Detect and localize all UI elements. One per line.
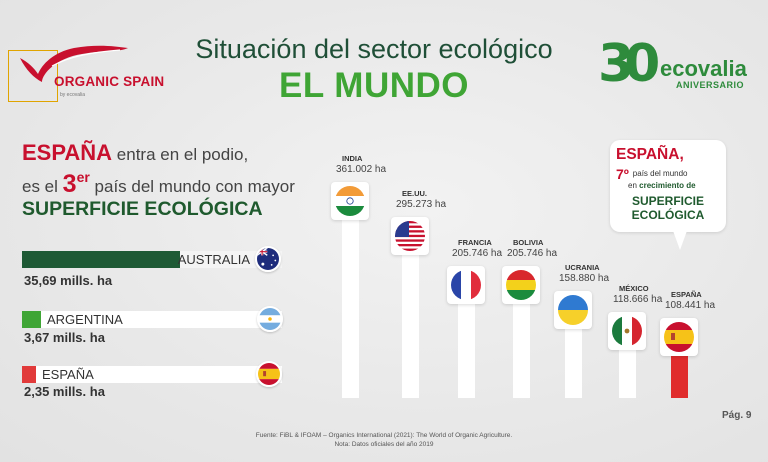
callout-rank-line: 7º país del mundo: [616, 166, 688, 182]
hbar-country-label: ARGENTINA: [47, 312, 123, 327]
anniversary-number: 30: [598, 34, 660, 94]
column-country-label: ESPAÑA: [671, 290, 702, 299]
intro-line-2-text: país del mundo con mayor: [94, 177, 295, 196]
flag-spain-icon: [660, 318, 698, 356]
hbar-value-label: 2,35 mills. ha: [24, 384, 105, 399]
hbar-track: [36, 366, 282, 383]
flag-argentina-icon: [257, 306, 283, 332]
column-value-label: 118.666 ha: [613, 294, 663, 305]
callout-highlight: SUPERFICIE ECOLÓGICA: [631, 194, 705, 222]
data-year-note: Nota: Datos oficiales del año 2019: [334, 441, 434, 448]
flag-india-icon: [331, 182, 369, 220]
column-country-label: MÉXICO: [619, 284, 649, 293]
callout-country: ESPAÑA,: [616, 146, 684, 163]
intro-line-1: ESPAÑA entra en el podio,: [22, 140, 248, 166]
hbar-country-label: ESPAÑA: [42, 367, 94, 382]
organic-spain-logo: ORGANIC SPAIN by ecovalia: [8, 44, 168, 106]
page-subtitle: EL MUNDO: [278, 66, 470, 105]
page-title: Situación del sector ecológico: [195, 34, 553, 64]
column-country-label: INDIA: [342, 154, 363, 163]
column-bar-2: [458, 286, 475, 398]
column-bar-4: [565, 311, 582, 398]
callout-growth-line: en crecimiento de: [628, 181, 696, 190]
hbar-fill: [22, 251, 180, 268]
callout-tail: [672, 228, 688, 250]
column-bar-1: [402, 237, 419, 398]
column-value-label: 108.441 ha: [665, 300, 716, 311]
spain-growth-callout: ESPAÑA, 7º país del mundo en crecimiento…: [610, 140, 726, 250]
intro-line-2-start: es el: [22, 177, 58, 196]
flag-mexico-icon: [608, 312, 646, 350]
intro-highlight: ESPAÑA: [22, 140, 113, 165]
logo-frame: [8, 50, 58, 102]
column-bar-3: [513, 286, 530, 398]
column-value-label: 205.746 ha: [507, 248, 558, 259]
flag-spain-icon: [256, 361, 282, 387]
column-country-label: BOLIVIA: [513, 238, 544, 247]
column-bar-0: [342, 202, 359, 398]
flag-france-icon: [447, 266, 485, 304]
flag-australia-icon: [255, 246, 281, 272]
organic-spain-by: by ecovalia: [60, 92, 86, 98]
intro-line-1-text: entra en el podio,: [116, 145, 249, 164]
column-value-label: 205.746 ha: [452, 248, 503, 259]
ecovalia-brand: ecovalia: [660, 56, 747, 81]
hbar-value-label: 35,69 mills. ha: [24, 273, 113, 288]
callout-rank-text: país del mundo: [632, 169, 688, 178]
hbar-fill: [22, 311, 41, 328]
column-value-label: 361.002 ha: [336, 164, 387, 175]
column-country-label: UCRANIA: [565, 263, 600, 272]
hbar-1: ARGENTINA: [22, 311, 282, 328]
intro-rank-suffix: er: [76, 169, 90, 185]
page-number: Pág. 9: [722, 410, 752, 421]
column-value-label: 295.273 ha: [396, 199, 447, 210]
hbar-2: ESPAÑA: [22, 366, 282, 383]
flag-bolivia-icon: [502, 266, 540, 304]
flag-ukraine-icon: [554, 291, 592, 329]
hbar-track: [41, 311, 282, 328]
column-country-label: EE.UU.: [402, 189, 428, 198]
intro-line-3: SUPERFICIE ECOLÓGICA: [22, 198, 263, 220]
ecovalia-logo: 30 ecovalia ANIVERSARIO: [598, 34, 748, 100]
hbar-value-label: 3,67 mills. ha: [24, 330, 105, 345]
leaf-icon: [20, 45, 128, 82]
ecovalia-sub: ANIVERSARIO: [676, 80, 745, 90]
intro-line-2: es el 3er país del mundo con mayor: [22, 169, 295, 199]
column-value-label: 158.880 ha: [559, 273, 610, 284]
flag-usa-icon: [391, 217, 429, 255]
column-country-label: FRANCIA: [458, 238, 492, 247]
source-note: Fuente: FiBL & IFOAM – Organics Internat…: [255, 432, 513, 439]
hbar-fill: [22, 366, 36, 383]
intro-rank: 3: [62, 170, 77, 198]
callout-rank: 7º: [616, 166, 629, 182]
hbar-country-label: AUSTRALIA: [177, 252, 250, 267]
hbar-0: AUSTRALIA: [22, 251, 282, 268]
organic-spain-brand: ORGANIC SPAIN: [54, 74, 165, 89]
